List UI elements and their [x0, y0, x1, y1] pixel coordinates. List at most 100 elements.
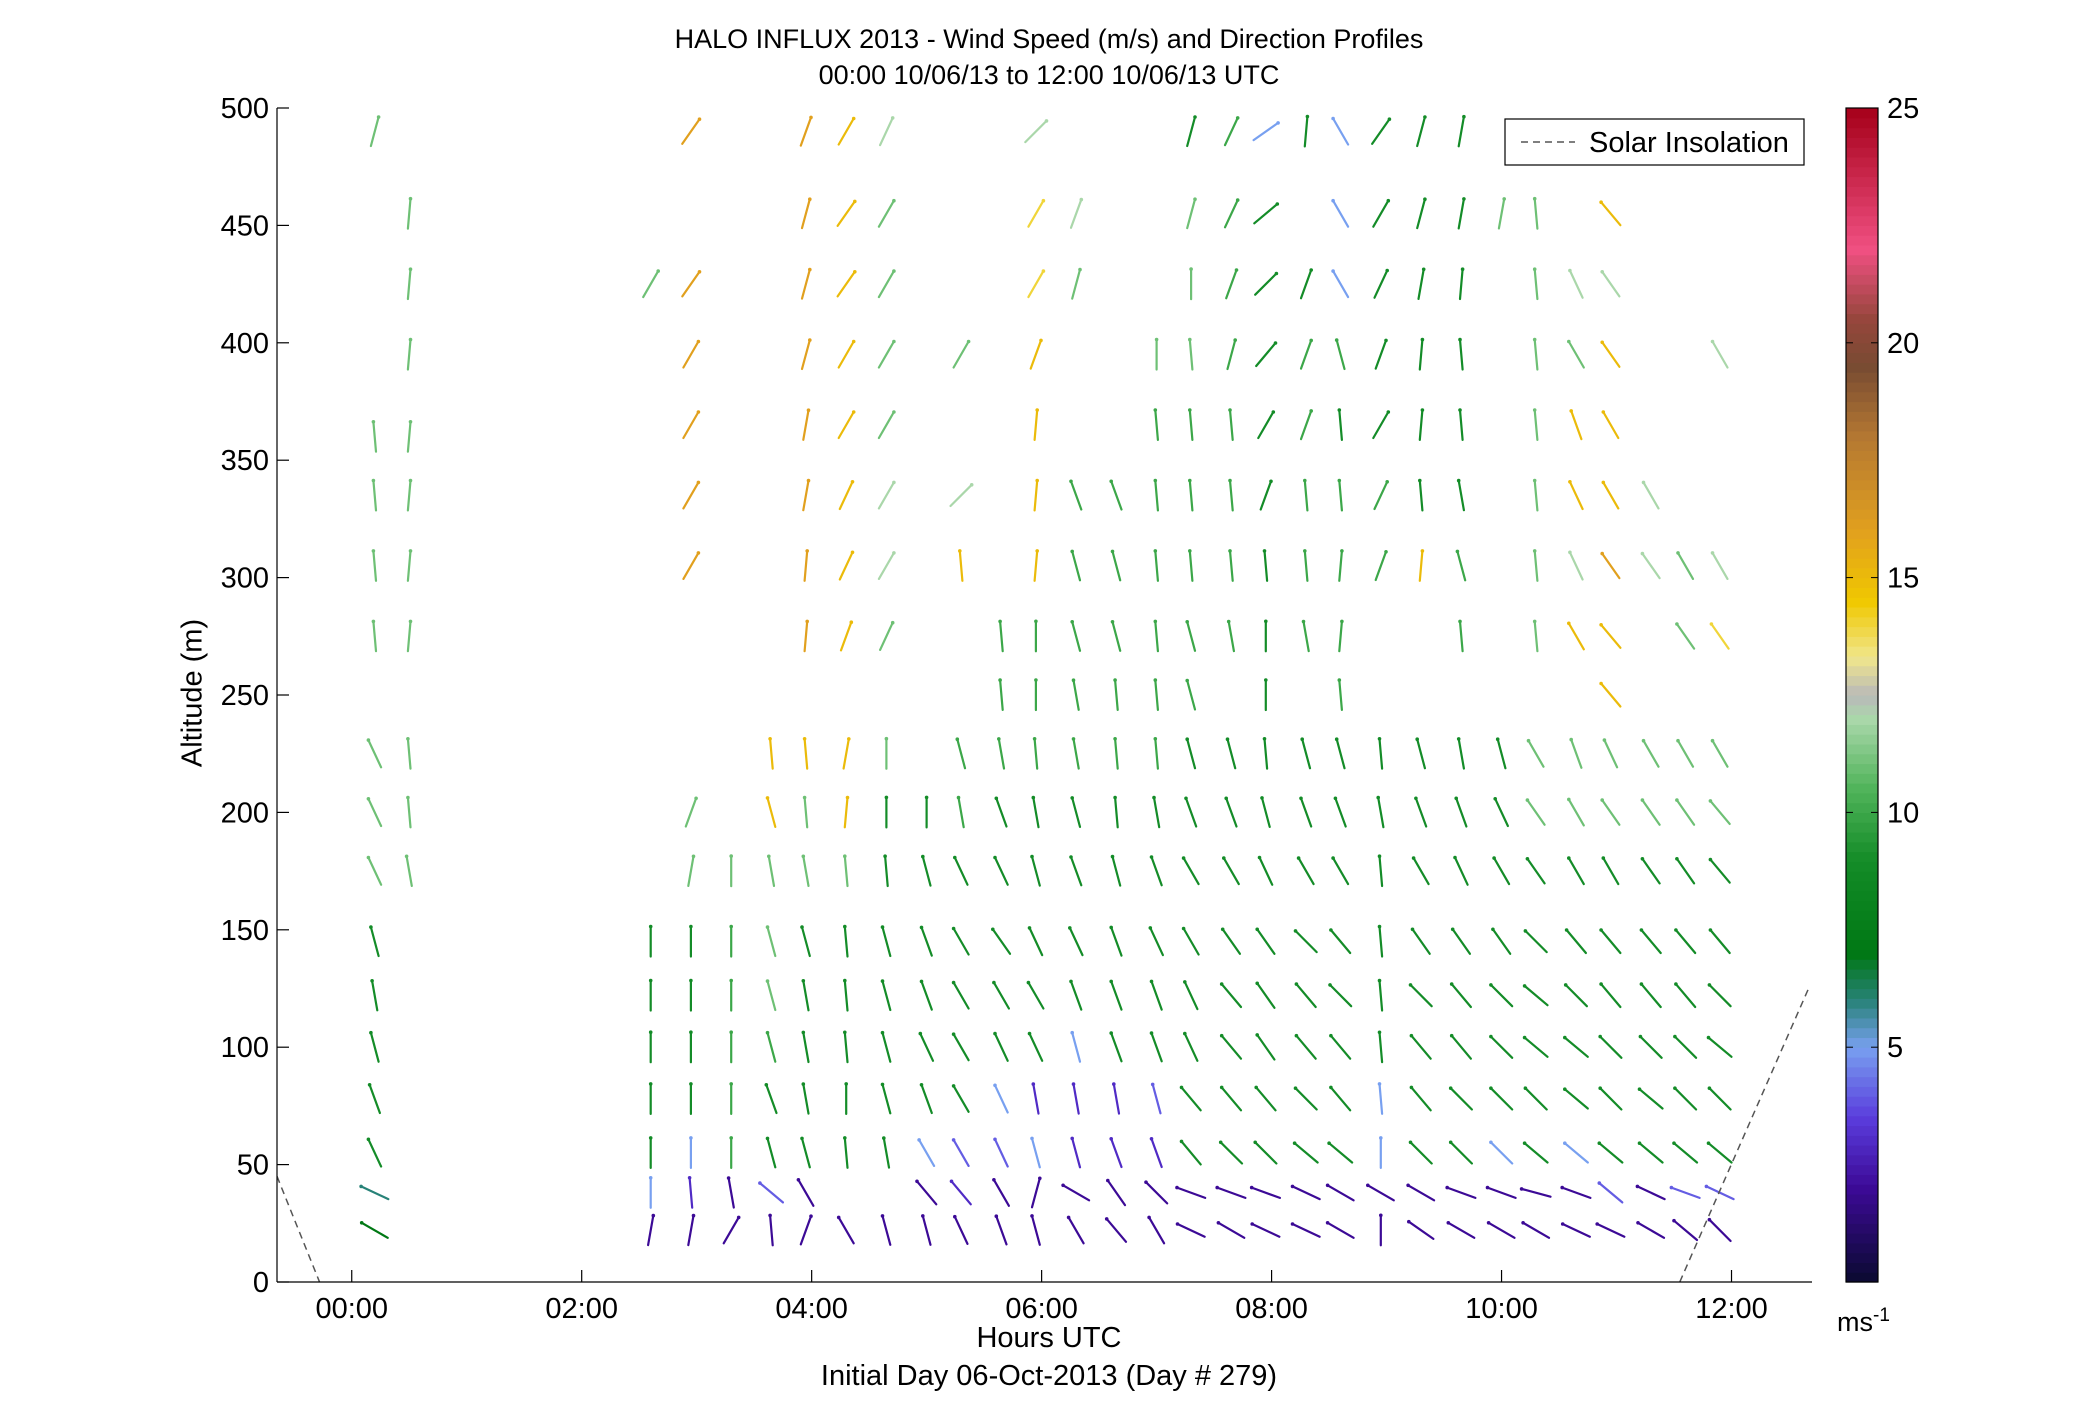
wind-barb	[1110, 980, 1123, 1011]
wind-barb-head	[1068, 926, 1072, 930]
wind-barb-head	[801, 854, 806, 859]
colorbar-segment	[1846, 900, 1878, 911]
wind-barb	[1302, 620, 1310, 653]
colorbar-segment	[1846, 558, 1878, 569]
wind-barb-head	[1070, 1136, 1074, 1141]
wind-barb-head	[1421, 267, 1426, 272]
colorbar-segment	[1846, 802, 1878, 813]
wind-barb	[1406, 1184, 1436, 1202]
wind-barb-head	[991, 927, 995, 932]
wind-barb-head	[1673, 1034, 1677, 1039]
wind-barb-head	[919, 1083, 924, 1087]
wind-barb-head	[1522, 1141, 1527, 1145]
colorbar-segment	[1846, 1066, 1878, 1078]
wind-barb	[1188, 338, 1194, 371]
wind-barb-head	[1175, 1185, 1179, 1190]
wind-barb-head	[1225, 737, 1230, 741]
wind-barb	[1071, 620, 1082, 652]
wind-barb-head	[1569, 409, 1573, 413]
wind-barb	[1453, 856, 1469, 886]
wind-barb	[920, 1083, 933, 1115]
wind-barb	[1450, 982, 1473, 1009]
wind-barb	[949, 483, 973, 508]
wind-barb	[406, 549, 412, 582]
wind-barb	[642, 270, 660, 299]
wind-barb-head	[1337, 408, 1342, 412]
wind-barb-head	[1448, 1086, 1453, 1090]
colorbar-segment	[1846, 949, 1878, 960]
colorbar-segment	[1846, 1135, 1878, 1146]
wind-barb	[1225, 797, 1238, 828]
wind-barb	[952, 340, 970, 369]
wind-barb	[1150, 855, 1163, 887]
wind-barb	[800, 268, 811, 300]
wind-barb	[1338, 549, 1344, 582]
wind-barb-head	[892, 410, 896, 414]
colorbar-segment	[1846, 421, 1878, 432]
wind-barb-head	[1334, 737, 1339, 741]
wind-barb	[1223, 199, 1239, 229]
wind-barb-head	[1078, 267, 1082, 272]
colorbar-segment	[1846, 156, 1878, 168]
wind-barb	[1708, 983, 1732, 1008]
wind-barb	[1254, 1141, 1278, 1165]
wind-barb	[1105, 1217, 1128, 1243]
wind-barb	[1563, 1142, 1589, 1164]
colorbar-segment	[1846, 1056, 1878, 1068]
wind-barb-head	[1234, 268, 1239, 272]
wind-barb	[1672, 1219, 1699, 1242]
wind-barb	[992, 981, 1011, 1010]
wind-barb	[799, 1215, 813, 1246]
wind-barb-head	[687, 1176, 692, 1180]
wind-barb-head	[1445, 1185, 1449, 1190]
wind-barb-head	[843, 924, 847, 929]
wind-barb	[1641, 857, 1661, 885]
wind-barb-head	[1489, 1034, 1493, 1039]
wind-barb	[953, 1215, 969, 1246]
wind-barb-head	[408, 420, 413, 424]
wind-barb	[1563, 1088, 1589, 1110]
wind-barb	[877, 270, 896, 299]
wind-barb	[1184, 797, 1198, 828]
colorbar-segment	[1846, 587, 1878, 598]
wind-barb-head	[1521, 1221, 1525, 1225]
x-tick-label: 06:00	[1005, 1293, 1078, 1325]
wind-barb-head	[880, 1030, 885, 1035]
wind-barb-head	[758, 1181, 762, 1185]
wind-barb-head	[951, 926, 956, 931]
wind-barb-head	[1260, 796, 1264, 800]
wind-barb-head	[1264, 678, 1268, 682]
wind-barb	[1599, 682, 1622, 708]
wind-barb-head	[1264, 619, 1268, 624]
wind-barb-head	[1708, 799, 1713, 803]
wind-barb-head	[951, 1084, 956, 1088]
wind-barb-head	[1599, 928, 1603, 932]
wind-barb-head	[1153, 408, 1158, 412]
wind-barb	[1328, 983, 1353, 1008]
wind-barb	[1371, 118, 1391, 145]
wind-barb	[1255, 341, 1277, 368]
wind-barb	[802, 1082, 810, 1115]
wind-barb-head	[1560, 1222, 1565, 1226]
wind-barb-head	[924, 795, 929, 800]
wind-barb	[1491, 928, 1512, 955]
wind-barb-head	[951, 1032, 956, 1036]
wind-barb	[1033, 479, 1039, 512]
wind-barb	[1154, 620, 1160, 653]
wind-barb	[1072, 1082, 1080, 1115]
wind-barb-head	[1184, 796, 1188, 801]
wind-barb-head	[1598, 1034, 1602, 1039]
colorbar-segment	[1846, 763, 1878, 774]
solar-insolation-line	[277, 988, 1810, 1282]
wind-barb-head	[993, 1031, 997, 1036]
wind-barb-head	[1532, 408, 1537, 412]
wind-barb	[406, 268, 412, 301]
colorbar-segment	[1846, 1242, 1878, 1254]
wind-barb-head	[1640, 798, 1645, 802]
wind-barb	[1636, 1185, 1666, 1201]
wind-barb-head	[1274, 271, 1279, 276]
wind-barb-head	[808, 267, 812, 272]
wind-barb-head	[691, 1213, 696, 1218]
wind-barb-head	[765, 796, 770, 800]
wind-barb-head	[1262, 549, 1267, 553]
